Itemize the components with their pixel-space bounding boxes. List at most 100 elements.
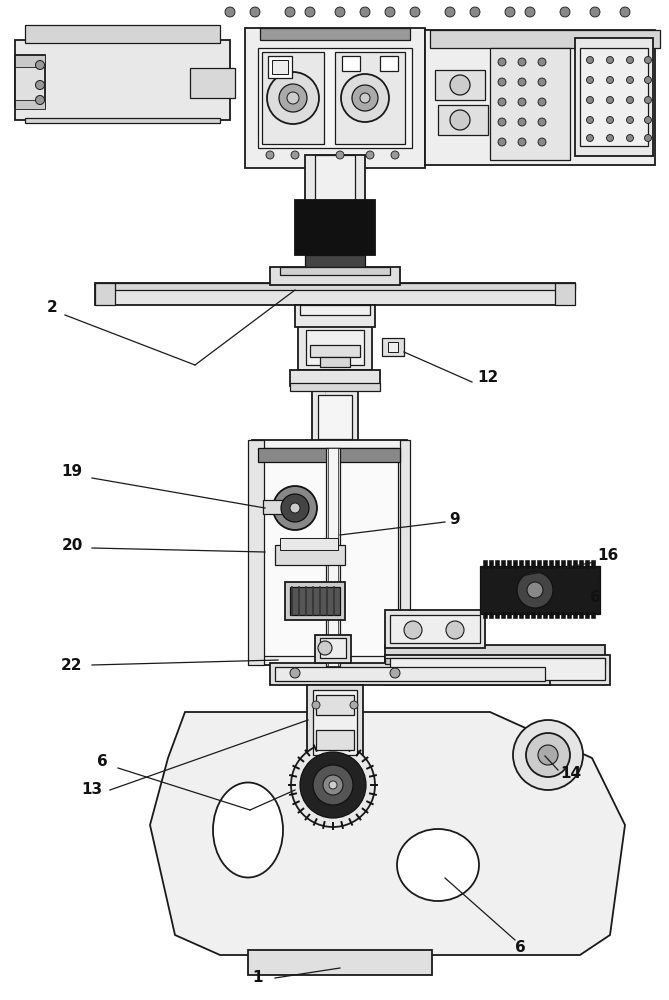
Bar: [342, 56, 360, 71]
Bar: [513, 560, 517, 568]
Bar: [507, 612, 511, 618]
Bar: [320, 357, 350, 367]
Bar: [525, 612, 529, 618]
Circle shape: [225, 7, 235, 17]
Circle shape: [250, 7, 260, 17]
Circle shape: [626, 77, 634, 84]
Circle shape: [35, 60, 45, 70]
Circle shape: [350, 701, 358, 709]
Bar: [15, 55, 45, 107]
Circle shape: [538, 745, 558, 765]
Circle shape: [587, 116, 593, 123]
Bar: [300, 305, 370, 315]
Bar: [95, 283, 115, 305]
Bar: [579, 612, 583, 618]
Bar: [537, 612, 541, 618]
Circle shape: [644, 134, 652, 141]
Bar: [555, 612, 559, 618]
Circle shape: [285, 7, 295, 17]
Bar: [501, 560, 505, 568]
Circle shape: [390, 668, 400, 678]
Bar: [561, 560, 565, 568]
Bar: [549, 560, 553, 568]
Circle shape: [587, 56, 593, 64]
Bar: [295, 305, 375, 327]
Bar: [315, 635, 351, 663]
Bar: [280, 538, 338, 550]
Circle shape: [410, 7, 420, 17]
Bar: [561, 612, 565, 618]
Bar: [295, 200, 375, 255]
Bar: [328, 448, 338, 666]
Bar: [258, 448, 400, 462]
Bar: [248, 440, 264, 665]
Text: 1: 1: [253, 970, 263, 986]
Bar: [25, 25, 220, 43]
Circle shape: [626, 56, 634, 64]
Bar: [315, 155, 355, 227]
Circle shape: [291, 151, 299, 159]
Circle shape: [644, 77, 652, 84]
Bar: [316, 730, 354, 750]
Circle shape: [279, 84, 307, 112]
Circle shape: [318, 641, 332, 655]
Bar: [555, 560, 559, 568]
Circle shape: [587, 134, 593, 141]
Circle shape: [290, 668, 300, 678]
Bar: [95, 283, 575, 305]
Bar: [15, 40, 230, 120]
Circle shape: [626, 134, 634, 141]
Circle shape: [626, 116, 634, 123]
Bar: [326, 448, 340, 666]
Bar: [305, 255, 365, 267]
Bar: [298, 325, 372, 370]
Text: 22: 22: [62, 658, 83, 672]
Bar: [260, 28, 410, 40]
Bar: [270, 267, 400, 285]
Bar: [435, 70, 485, 100]
Bar: [483, 612, 487, 618]
Text: 6: 6: [514, 940, 525, 956]
Circle shape: [587, 77, 593, 84]
Bar: [388, 342, 398, 352]
Bar: [313, 690, 357, 755]
Circle shape: [336, 151, 344, 159]
Bar: [573, 612, 577, 618]
Bar: [290, 383, 380, 391]
Bar: [531, 612, 535, 618]
Bar: [270, 663, 550, 685]
Bar: [245, 28, 425, 168]
Circle shape: [590, 7, 600, 17]
Bar: [25, 118, 220, 123]
Bar: [258, 48, 412, 148]
Bar: [567, 612, 571, 618]
Circle shape: [518, 58, 526, 66]
Bar: [438, 105, 488, 135]
Bar: [280, 267, 390, 275]
Circle shape: [525, 7, 535, 17]
Bar: [513, 612, 517, 618]
Bar: [507, 560, 511, 568]
Bar: [262, 52, 324, 144]
Ellipse shape: [213, 782, 283, 878]
Circle shape: [518, 78, 526, 86]
Bar: [382, 338, 404, 356]
Text: 20: 20: [62, 538, 83, 552]
Bar: [385, 658, 605, 664]
Bar: [312, 390, 358, 442]
Bar: [335, 52, 405, 144]
Circle shape: [517, 572, 553, 608]
Bar: [489, 560, 493, 568]
Circle shape: [366, 151, 374, 159]
Bar: [190, 68, 235, 98]
Circle shape: [498, 58, 506, 66]
Circle shape: [287, 92, 299, 104]
Circle shape: [267, 72, 319, 124]
Polygon shape: [150, 712, 625, 955]
Bar: [380, 56, 398, 71]
Bar: [585, 560, 589, 568]
Circle shape: [505, 7, 515, 17]
Bar: [268, 56, 292, 78]
Text: 6: 6: [96, 754, 108, 770]
Circle shape: [607, 56, 613, 64]
